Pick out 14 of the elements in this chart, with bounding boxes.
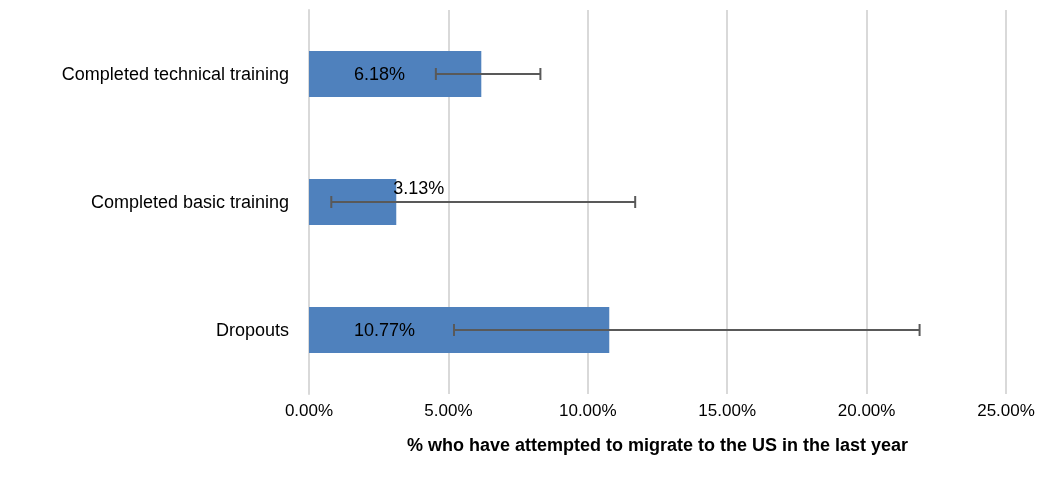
x-tick-label: 15.00% (698, 401, 757, 420)
x-tick-label: 10.00% (558, 401, 617, 420)
y-tick-label: Completed technical training (61, 64, 289, 84)
x-tick-label: 5.00% (424, 401, 473, 420)
y-tick-label: Completed basic training (90, 192, 289, 212)
data-label: 10.77% (354, 320, 416, 340)
x-axis-title: % who have attempted to migrate to the US in the last year (406, 435, 909, 455)
x-tick-label: 25.00% (977, 401, 1035, 420)
data-label: 6.18% (354, 64, 406, 84)
x-tick-label: 0.00% (284, 401, 334, 420)
bar (309, 307, 610, 353)
x-tick-label: 20.00% (837, 401, 896, 420)
bar (309, 51, 482, 97)
y-tick-label: Dropouts (215, 320, 289, 340)
